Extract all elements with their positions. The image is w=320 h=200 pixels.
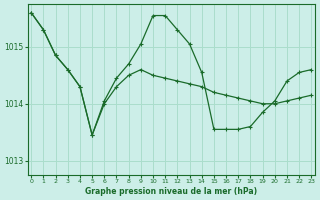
X-axis label: Graphe pression niveau de la mer (hPa): Graphe pression niveau de la mer (hPa) [85,187,257,196]
